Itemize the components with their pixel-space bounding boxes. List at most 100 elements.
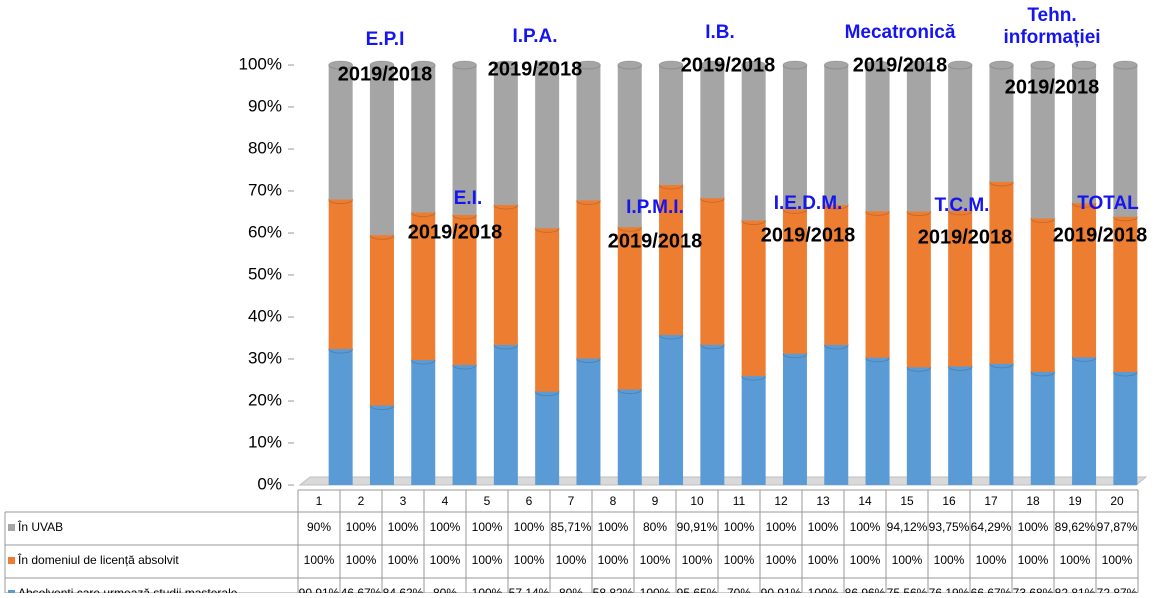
- data-label: 66,67%: [971, 586, 1012, 593]
- x-tick-label: 16: [942, 494, 956, 508]
- data-label: 100%: [388, 520, 419, 534]
- data-label: 100%: [556, 553, 587, 567]
- bar-segment: [452, 65, 477, 215]
- bar-segment: [741, 376, 766, 485]
- bar-segment: [906, 211, 931, 368]
- annotation-label: Mecatronică: [845, 22, 956, 43]
- annotation-label: TOTAL: [1077, 193, 1139, 214]
- data-label: 90%: [307, 520, 331, 534]
- bar-segment: [1072, 203, 1097, 358]
- bar-segment: [452, 365, 477, 485]
- annotation-period: 2019/2018: [608, 230, 703, 252]
- x-tick-label: 6: [526, 494, 533, 508]
- bar-top: [410, 60, 436, 70]
- annotation-label: E.I.: [454, 188, 483, 209]
- bar-top: [534, 60, 560, 70]
- bar-segment: [617, 389, 642, 485]
- x-tick-label: 18: [1026, 494, 1040, 508]
- bar-top: [1112, 60, 1138, 70]
- data-label: 73,68%: [1013, 586, 1054, 593]
- annotation-period: 2019/2018: [918, 226, 1013, 248]
- bar-segment: [576, 65, 601, 201]
- data-label: 100%: [640, 586, 671, 593]
- bar-top: [369, 60, 395, 70]
- bar-segment: [1113, 216, 1138, 372]
- data-label: 100%: [472, 520, 503, 534]
- x-tick-label: 8: [610, 494, 617, 508]
- annotation-period: 2019/2018: [408, 221, 503, 243]
- data-label: 64,29%: [971, 520, 1012, 534]
- annotation-period: 2019/2018: [1005, 76, 1100, 98]
- bar-top: [1030, 60, 1056, 70]
- y-tick-label: 40%: [248, 306, 282, 325]
- bar-segment: [535, 65, 560, 229]
- bar-segment: [1072, 357, 1097, 485]
- bar-segment: [411, 65, 436, 213]
- data-label: 100%: [514, 520, 545, 534]
- bar-segment: [865, 65, 890, 212]
- x-tick-label: 15: [900, 494, 914, 508]
- bar-segment: [328, 349, 353, 485]
- data-label: 100%: [430, 520, 461, 534]
- x-tick-label: 3: [400, 494, 407, 508]
- data-label: 70%: [727, 586, 751, 593]
- data-label: 100%: [640, 553, 671, 567]
- legend-swatch: [8, 557, 15, 564]
- x-tick-label: 5: [484, 494, 491, 508]
- data-label: 100%: [976, 553, 1007, 567]
- data-label: 97,87%: [1097, 520, 1138, 534]
- annotation-label: I.P.M.I.: [626, 197, 684, 218]
- bar-top: [988, 60, 1014, 70]
- bar-segment: [700, 198, 725, 345]
- bar-top: [452, 60, 478, 70]
- bar-top: [658, 60, 684, 70]
- bar-segment: [493, 205, 518, 345]
- data-label: 100%: [1018, 520, 1049, 534]
- bar-segment: [369, 405, 394, 485]
- bar-segment: [617, 65, 642, 228]
- bar-segment: [782, 209, 807, 354]
- y-tick-label: 50%: [248, 264, 282, 283]
- data-label: 72,87%: [1097, 586, 1138, 593]
- data-label: 100%: [598, 553, 629, 567]
- bar-segment: [741, 65, 766, 221]
- data-label: 95,65%: [677, 586, 718, 593]
- bar-segment: [948, 65, 973, 211]
- data-label: 94,12%: [887, 520, 928, 534]
- bar-top: [1071, 60, 1097, 70]
- y-tick-label: 60%: [248, 222, 282, 241]
- bar-top: [741, 60, 767, 70]
- y-tick-label: 10%: [248, 432, 282, 451]
- bar-segment: [865, 211, 890, 358]
- data-label: 100%: [346, 553, 377, 567]
- x-tick-label: 12: [774, 494, 788, 508]
- data-label: 100%: [850, 520, 881, 534]
- data-label: 82,81%: [1055, 586, 1096, 593]
- data-label: 100%: [430, 553, 461, 567]
- x-tick-label: 9: [652, 494, 659, 508]
- data-label: 100%: [892, 553, 923, 567]
- bar-segment: [782, 65, 807, 210]
- data-label: 100%: [514, 553, 545, 567]
- data-label: 76,19%: [929, 586, 970, 593]
- x-tick-label: 10: [690, 494, 704, 508]
- x-tick-label: 13: [816, 494, 830, 508]
- annotation-period: 2019/2018: [761, 224, 856, 246]
- data-label: 100%: [724, 520, 755, 534]
- y-tick-label: 0%: [257, 474, 282, 493]
- bar-segment: [1113, 371, 1138, 485]
- y-tick-label: 30%: [248, 348, 282, 367]
- data-label: 75,56%: [887, 586, 928, 593]
- data-label: 100%: [598, 520, 629, 534]
- bar-segment: [948, 210, 973, 367]
- bar-segment: [659, 335, 684, 485]
- bar-segment: [1030, 65, 1055, 219]
- data-label: 100%: [472, 586, 503, 593]
- bar-segment: [411, 360, 436, 485]
- bar-segment: [535, 228, 560, 392]
- data-label: 100%: [934, 553, 965, 567]
- data-label: 100%: [1060, 553, 1091, 567]
- annotation-label: I.B.: [705, 22, 735, 43]
- data-label: 58,82%: [593, 586, 634, 593]
- data-label: 93,75%: [929, 520, 970, 534]
